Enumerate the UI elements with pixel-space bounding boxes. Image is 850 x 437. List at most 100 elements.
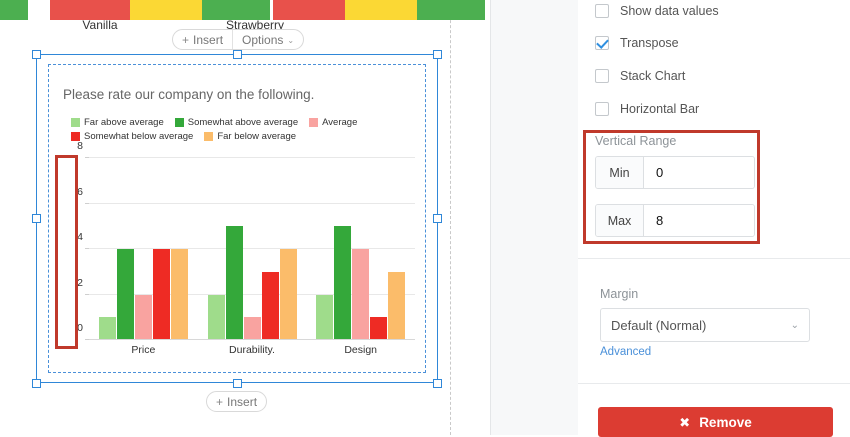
hbar-segment — [50, 0, 130, 20]
bar — [261, 271, 279, 340]
bar — [152, 249, 170, 340]
checkbox-label: Stack Chart — [620, 69, 686, 83]
bar-chart: 0 2 4 6 8 — [59, 140, 415, 358]
gridline — [89, 157, 415, 158]
bar — [388, 271, 406, 340]
vertical-range-title: Vertical Range — [595, 134, 677, 148]
resize-handle-bottom-center[interactable] — [233, 379, 242, 388]
options-button-label: Options — [242, 32, 284, 47]
hbar-row — [0, 0, 270, 20]
hbar-row — [273, 0, 485, 20]
resize-handle-top-center[interactable] — [233, 50, 242, 59]
legend-item: Somewhat above average — [174, 117, 299, 128]
bar — [243, 317, 261, 340]
margin-select-value: Default (Normal) — [611, 317, 707, 333]
vertical-range-max-field[interactable]: Max 8 — [595, 204, 755, 237]
legend-swatch-icon — [204, 132, 214, 141]
legend-swatch-icon — [174, 118, 184, 127]
gridline — [89, 202, 415, 204]
chevron-down-icon: ⌄ — [287, 35, 295, 45]
checkbox-label: Transpose — [620, 36, 679, 50]
max-label: Max — [596, 205, 644, 236]
chart-plot-area: 0 2 4 6 8 — [77, 140, 415, 356]
margin-label: Margin — [600, 287, 639, 301]
bar — [225, 226, 243, 340]
x-axis-label: Price — [131, 344, 156, 356]
x-axis-label: Design — [344, 344, 378, 356]
max-input[interactable]: 8 — [644, 205, 754, 236]
vertical-range-min-field[interactable]: Min 0 — [595, 156, 755, 189]
legend-label: Somewhat below average — [84, 131, 194, 142]
chart-legend: Far above average Somewhat above average… — [71, 117, 401, 145]
resize-handle-bottom-right[interactable] — [433, 379, 442, 388]
hbar-segment — [417, 0, 485, 20]
remove-button[interactable]: ✖ Remove — [598, 407, 833, 437]
checkbox-horizontal-bar[interactable]: Horizontal Bar — [595, 100, 699, 118]
resize-handle-top-left[interactable] — [32, 50, 41, 59]
bar — [134, 294, 152, 340]
resize-handle-middle-right[interactable] — [433, 214, 442, 223]
bar — [98, 317, 116, 340]
insert-button-label: Insert — [193, 32, 224, 47]
legend-label: Average — [322, 117, 358, 128]
legend-label: Far below average — [217, 131, 297, 142]
bar — [316, 294, 334, 340]
canvas-gutter — [490, 0, 579, 435]
legend-swatch-icon — [71, 118, 80, 127]
checkbox-icon[interactable] — [595, 102, 609, 116]
bar — [352, 249, 370, 340]
hbar-gap — [28, 0, 50, 20]
legend-item: Average — [309, 117, 357, 128]
legend-item: Far above average — [71, 117, 164, 128]
y-axis-tick-label: 6 — [77, 185, 83, 198]
min-input[interactable]: 0 — [644, 157, 754, 188]
insert-options-toolbar[interactable]: + Insert Options ⌄ — [172, 29, 305, 50]
checkbox-transpose[interactable]: Transpose — [595, 34, 679, 52]
close-icon: ✖ — [679, 414, 691, 430]
previous-question-chart: Vanilla Strawberry — [0, 0, 485, 50]
resize-handle-top-right[interactable] — [433, 50, 442, 59]
bar — [279, 249, 297, 340]
hbar-segment — [273, 0, 345, 20]
y-axis-tick-label: 4 — [77, 231, 83, 243]
question-block[interactable]: Please rate our company on the following… — [48, 64, 426, 373]
checkbox-label: Horizontal Bar — [620, 102, 700, 116]
editor-canvas: Vanilla Strawberry + Insert Options ⌄ Pl… — [0, 0, 485, 435]
plus-icon: + — [182, 32, 190, 47]
advanced-link[interactable]: Advanced — [600, 346, 652, 358]
legend-label: Far above average — [84, 117, 164, 128]
chart-bar-groups: Price Durability. — [89, 158, 415, 356]
bottom-insert-toolbar[interactable]: + Insert — [206, 391, 268, 412]
bar — [334, 226, 352, 340]
gridline — [89, 248, 415, 249]
page-guide-line — [450, 0, 451, 435]
checkbox-icon[interactable] — [595, 69, 609, 83]
hbar-segment — [202, 0, 270, 20]
resize-handle-bottom-left[interactable] — [32, 379, 41, 388]
checkbox-show-data-values[interactable]: Show data values — [595, 2, 719, 20]
min-label: Min — [596, 157, 644, 188]
checkbox-stack-chart[interactable]: Stack Chart — [595, 67, 685, 85]
question-title: Please rate our company on the following… — [63, 87, 315, 102]
checkbox-checked-icon[interactable] — [595, 36, 609, 50]
insert-button[interactable]: + Insert — [173, 30, 232, 49]
plus-icon: + — [216, 394, 224, 409]
bar — [370, 317, 388, 340]
resize-handle-middle-left[interactable] — [32, 214, 41, 223]
panel-divider — [578, 383, 850, 384]
hbar-segment — [130, 0, 202, 20]
insert-button-label: Insert — [227, 394, 258, 409]
legend-item: Somewhat below average — [71, 131, 193, 142]
legend-item: Far below average — [204, 131, 296, 142]
options-button[interactable]: Options ⌄ — [232, 30, 303, 49]
bar — [116, 249, 134, 340]
hbar-segment — [0, 0, 28, 20]
y-axis-tick-label: 2 — [77, 276, 83, 289]
top-chart-category-label: Vanilla — [82, 18, 118, 32]
insert-button[interactable]: + Insert — [207, 392, 266, 411]
bar-group: Durability. — [198, 158, 307, 356]
remove-button-label: Remove — [699, 414, 752, 430]
checkbox-icon[interactable] — [595, 4, 609, 18]
margin-select[interactable]: Default (Normal) ⌄ — [600, 308, 810, 342]
legend-label: Somewhat above average — [187, 117, 299, 128]
